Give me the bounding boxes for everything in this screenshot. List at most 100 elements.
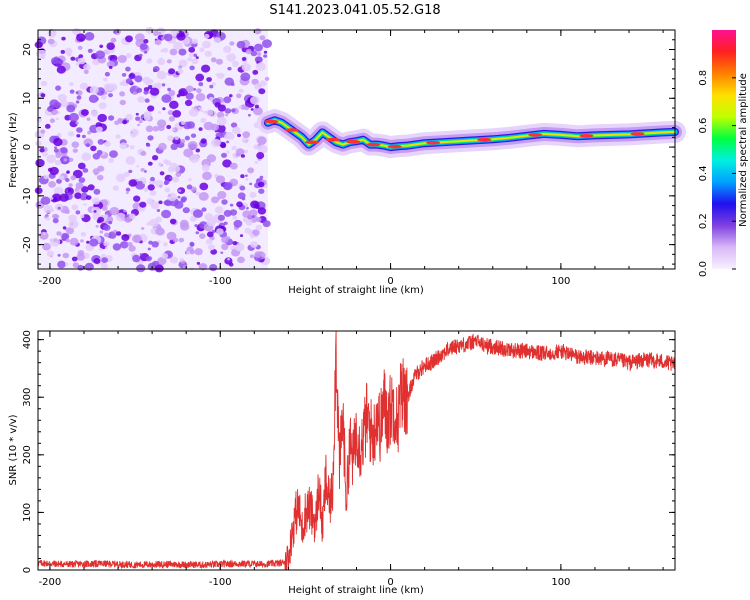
ridge-peak <box>305 140 320 144</box>
ridge-peak <box>346 139 361 144</box>
noise-speck <box>125 53 132 59</box>
noise-speck <box>201 164 210 172</box>
noise-speck <box>50 237 61 247</box>
noise-speck <box>90 145 97 152</box>
noise-speck <box>232 60 240 68</box>
noise-speck <box>251 78 259 86</box>
noise-speck <box>141 227 145 230</box>
noise-speck <box>140 151 147 156</box>
noise-speck <box>76 134 81 138</box>
noise-speck <box>79 82 88 90</box>
noise-speck <box>53 148 59 153</box>
noise-speck <box>224 257 233 265</box>
noise-speck <box>150 176 155 182</box>
noise-speck <box>156 82 162 87</box>
noise-speck <box>60 147 68 154</box>
noise-speck <box>185 92 194 100</box>
noise-speck <box>215 73 219 76</box>
noise-speck <box>158 111 162 114</box>
noise-speck <box>201 207 207 212</box>
y-tick-label: 0 <box>22 567 33 573</box>
colorbar-tick-label: 0.6 <box>698 118 709 134</box>
noise-speck <box>63 158 68 162</box>
noise-speck <box>72 262 80 268</box>
noise-speck <box>144 98 150 103</box>
noise-speck <box>157 58 166 66</box>
noise-speck <box>45 217 50 221</box>
noise-speck <box>146 143 151 147</box>
noise-speck <box>199 47 205 53</box>
noise-speck <box>193 53 198 57</box>
noise-speck <box>201 64 211 73</box>
noise-speck <box>99 230 104 234</box>
noise-speck <box>60 100 69 108</box>
noise-speck <box>189 215 197 222</box>
noise-speck <box>254 251 262 258</box>
noise-speck <box>166 231 177 241</box>
noise-speck <box>205 238 213 245</box>
noise-speck <box>95 126 103 133</box>
noise-speck <box>80 231 87 237</box>
noise-speck <box>177 68 184 74</box>
noise-speck <box>186 184 193 190</box>
noise-speck <box>65 227 74 235</box>
colorbar-tick-label: 0.2 <box>698 213 709 229</box>
snr-x-axis-label: Height of straight line (km) <box>288 585 424 596</box>
noise-speck <box>98 247 103 251</box>
noise-speck <box>167 192 177 202</box>
noise-speck <box>99 44 104 48</box>
noise-speck <box>139 253 143 256</box>
noise-speck <box>189 154 200 163</box>
noise-speck <box>93 188 101 195</box>
noise-speck <box>206 77 212 82</box>
noise-speck <box>135 116 141 121</box>
noise-speck <box>128 73 136 80</box>
noise-speck <box>49 99 59 108</box>
noise-speck <box>49 208 55 212</box>
y-tick-label: -20 <box>22 236 33 252</box>
noise-speck <box>237 256 245 264</box>
noise-speck <box>220 116 225 121</box>
noise-speck <box>196 88 202 94</box>
noise-speck <box>84 32 95 41</box>
noise-speck <box>227 133 235 140</box>
noise-speck <box>254 83 262 90</box>
noise-speck <box>236 40 246 49</box>
noise-speck <box>47 167 53 172</box>
noise-speck <box>130 132 137 138</box>
noise-speck <box>238 105 242 109</box>
noise-speck <box>170 143 178 150</box>
noise-speck <box>240 154 245 158</box>
noise-speck <box>142 180 147 184</box>
noise-speck <box>110 37 117 43</box>
noise-speck <box>195 191 201 196</box>
noise-speck <box>178 59 188 68</box>
noise-speck <box>95 224 99 228</box>
noise-speck <box>232 126 241 135</box>
noise-speck <box>100 263 108 270</box>
noise-speck <box>137 123 141 127</box>
y-tick-label: 20 <box>22 43 33 56</box>
noise-speck <box>116 231 122 236</box>
noise-speck <box>155 227 165 236</box>
noise-speck <box>245 178 249 181</box>
noise-speck <box>125 156 136 165</box>
noise-speck <box>210 57 217 63</box>
noise-speck <box>45 123 51 129</box>
noise-speck <box>204 33 210 39</box>
noise-speck <box>250 234 255 238</box>
noise-speck <box>259 80 267 87</box>
noise-speck <box>75 210 81 215</box>
doppler-ridge <box>256 109 686 159</box>
noise-speck <box>57 133 62 137</box>
noise-speck <box>106 42 115 50</box>
noise-speck <box>55 117 59 121</box>
noise-speck <box>104 141 111 147</box>
noise-speck <box>77 45 83 51</box>
noise-speck <box>85 143 91 148</box>
noise-speck <box>209 264 218 272</box>
ridge-peak <box>426 140 441 145</box>
noise-speck <box>157 257 167 265</box>
noise-speck <box>112 243 122 251</box>
noise-speck <box>69 82 74 86</box>
